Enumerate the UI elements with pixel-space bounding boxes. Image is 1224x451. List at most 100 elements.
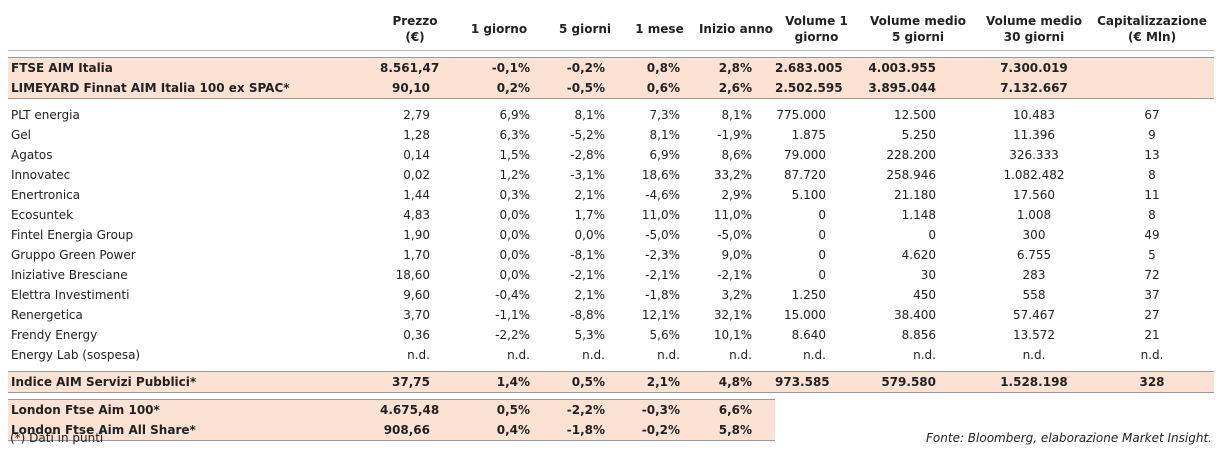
table-cell: Frendy Energy	[11, 328, 98, 342]
table-cell: 0,14	[403, 148, 430, 162]
table-cell: 3,2%	[721, 288, 753, 302]
table-cell: 2.683.005	[775, 57, 858, 78]
table-cell: 2,1%	[574, 188, 606, 202]
table-cell: 2,1%	[574, 288, 606, 302]
table-cell: 12.500	[894, 108, 936, 122]
table-cell: 0,5%	[548, 371, 622, 393]
table-cell: 7,3%	[649, 108, 681, 122]
table-cell: 1.008	[1016, 208, 1052, 222]
table-cell: 21.180	[894, 188, 936, 202]
table-cell: 12,1%	[641, 308, 680, 322]
spacer-cell	[8, 393, 1214, 400]
table-cell: -0,1%	[450, 57, 548, 78]
table-cell: 0,0%	[574, 228, 606, 242]
footnote: (*) Dati in punti	[10, 431, 104, 445]
table-cell: 11.396	[1013, 128, 1055, 142]
table-cell: -5,2%	[570, 128, 605, 142]
table-wrap: Prezzo (€) 1 giorno 5 giorni 1 mese Inizio a…	[8, 8, 1214, 441]
table-cell: -3,1%	[570, 168, 605, 182]
table-cell: n.d.	[913, 348, 936, 362]
table-cell: 32,1%	[713, 308, 752, 322]
table-cell: 18,6%	[641, 168, 680, 182]
table-cell: 4,83	[403, 208, 430, 222]
table-row: Iniziative Bresciane 18,60 0,0% -2,1% -2,1% -…	[8, 265, 1214, 285]
spacer	[8, 51, 1214, 58]
table-cell: 450	[913, 288, 936, 302]
table-row: Gruppo Green Power 1,70 0,0% -8,1% -2,3% 9,0%…	[8, 245, 1214, 265]
table-cell: 30	[920, 268, 936, 282]
table-cell: 1.250	[791, 288, 826, 302]
table-cell: 7.132.667	[978, 78, 1090, 99]
table-cell: 2,6%	[697, 78, 775, 99]
table-cell: 0,5%	[450, 399, 548, 420]
table-cell: 0,0%	[499, 268, 531, 282]
table-cell: 6,3%	[499, 128, 531, 142]
header-cell	[8, 8, 380, 51]
table-cell: 228.200	[886, 148, 936, 162]
table-cell: 0	[818, 268, 826, 282]
table-cell: 0	[928, 228, 936, 242]
table-cell: 2,79	[403, 108, 430, 122]
table-cell: -0,4%	[495, 288, 530, 302]
table-cell: 11,0%	[713, 208, 752, 222]
header-cell: 1 mese	[622, 8, 697, 51]
table-cell: Gruppo Green Power	[11, 248, 136, 262]
table-cell: Innovatec	[11, 168, 71, 182]
table-cell: 283	[1022, 268, 1046, 282]
table-cell: 0	[818, 248, 826, 262]
table-cell: 1,2%	[499, 168, 531, 182]
table-cell: 1,44	[403, 188, 430, 202]
table-cell: -2,1%	[717, 268, 752, 282]
header-row: Prezzo (€) 1 giorno 5 giorni 1 mese Inizio a…	[8, 8, 1214, 51]
table-cell: n.d.	[507, 348, 530, 362]
table-cell: 5.250	[901, 128, 936, 142]
spacer-cell	[8, 51, 1214, 58]
table-cell: 6.755	[1016, 248, 1052, 262]
table-cell: Gel	[11, 128, 32, 142]
table-cell: n.d.	[407, 348, 430, 362]
table-cell	[1090, 57, 1214, 78]
table-row: Elettra Investimenti 9,60 -0,4% 2,1% -1,8% 3,…	[8, 285, 1214, 305]
table-cell: 558	[1022, 288, 1046, 302]
table-row: FTSE AIM Italia 8.561,47 -0,1% -0,2% 0,8% 2,8…	[8, 57, 1214, 78]
table-cell: n.d.	[729, 348, 752, 362]
table-cell: -8,1%	[570, 248, 605, 262]
table-cell: 5,8%	[697, 420, 775, 441]
table-cell	[775, 400, 858, 421]
header-cell: Volume medio 30 giorni	[978, 8, 1090, 51]
table-cell: 8.856	[901, 328, 936, 342]
table-row: Agatos 0,14 1,5% -2,8% 6,9% 8,6% 79.000 228.200…	[8, 145, 1214, 165]
table-row: Enertronica 1,44 0,3% 2,1% -4,6% 2,9% 5.100 21.…	[8, 185, 1214, 205]
table-cell: Fintel Energia Group	[11, 228, 134, 242]
table-cell: 1.528.198	[978, 371, 1090, 393]
table-cell: London Ftse Aim 100*	[8, 399, 380, 420]
table-cell	[858, 400, 978, 421]
table-cell	[1090, 400, 1214, 421]
table-cell: 15.000	[784, 308, 826, 322]
table-cell: 1,7%	[574, 208, 606, 222]
table-cell: 72	[1144, 268, 1160, 282]
table-cell: 1,90	[403, 228, 430, 242]
table-cell: 0,36	[403, 328, 430, 342]
spacer	[8, 393, 1214, 400]
table-cell: 8,1%	[649, 128, 681, 142]
table-cell: n.d.	[657, 348, 680, 362]
table-cell: Renergetica	[11, 308, 83, 322]
table-cell: 1,28	[403, 128, 430, 142]
table-cell: 0,0%	[499, 228, 531, 242]
table-cell: 2,1%	[622, 371, 697, 393]
table-cell: 908,66	[380, 420, 450, 441]
table-cell: 11	[1144, 188, 1160, 202]
table-row: Renergetica 3,70 -1,1% -8,8% 12,1% 32,1% 15.00…	[8, 305, 1214, 325]
table-cell: 8	[1148, 168, 1156, 182]
table-cell: Iniziative Bresciane	[11, 268, 128, 282]
table-cell: Energy Lab (sospesa)	[11, 348, 141, 362]
table-cell: 579.580	[858, 371, 978, 393]
table-cell: 13.572	[1013, 328, 1055, 342]
table-row: Energy Lab (sospesa) n.d. n.d. n.d. n.d. n.d.…	[8, 345, 1214, 365]
table-cell: LIMEYARD Finnat AIM Italia 100 ex SPAC*	[8, 78, 380, 99]
table-cell: 1,5%	[499, 148, 531, 162]
table-cell: 13	[1144, 148, 1160, 162]
table-cell: 8.561,47	[380, 57, 450, 78]
